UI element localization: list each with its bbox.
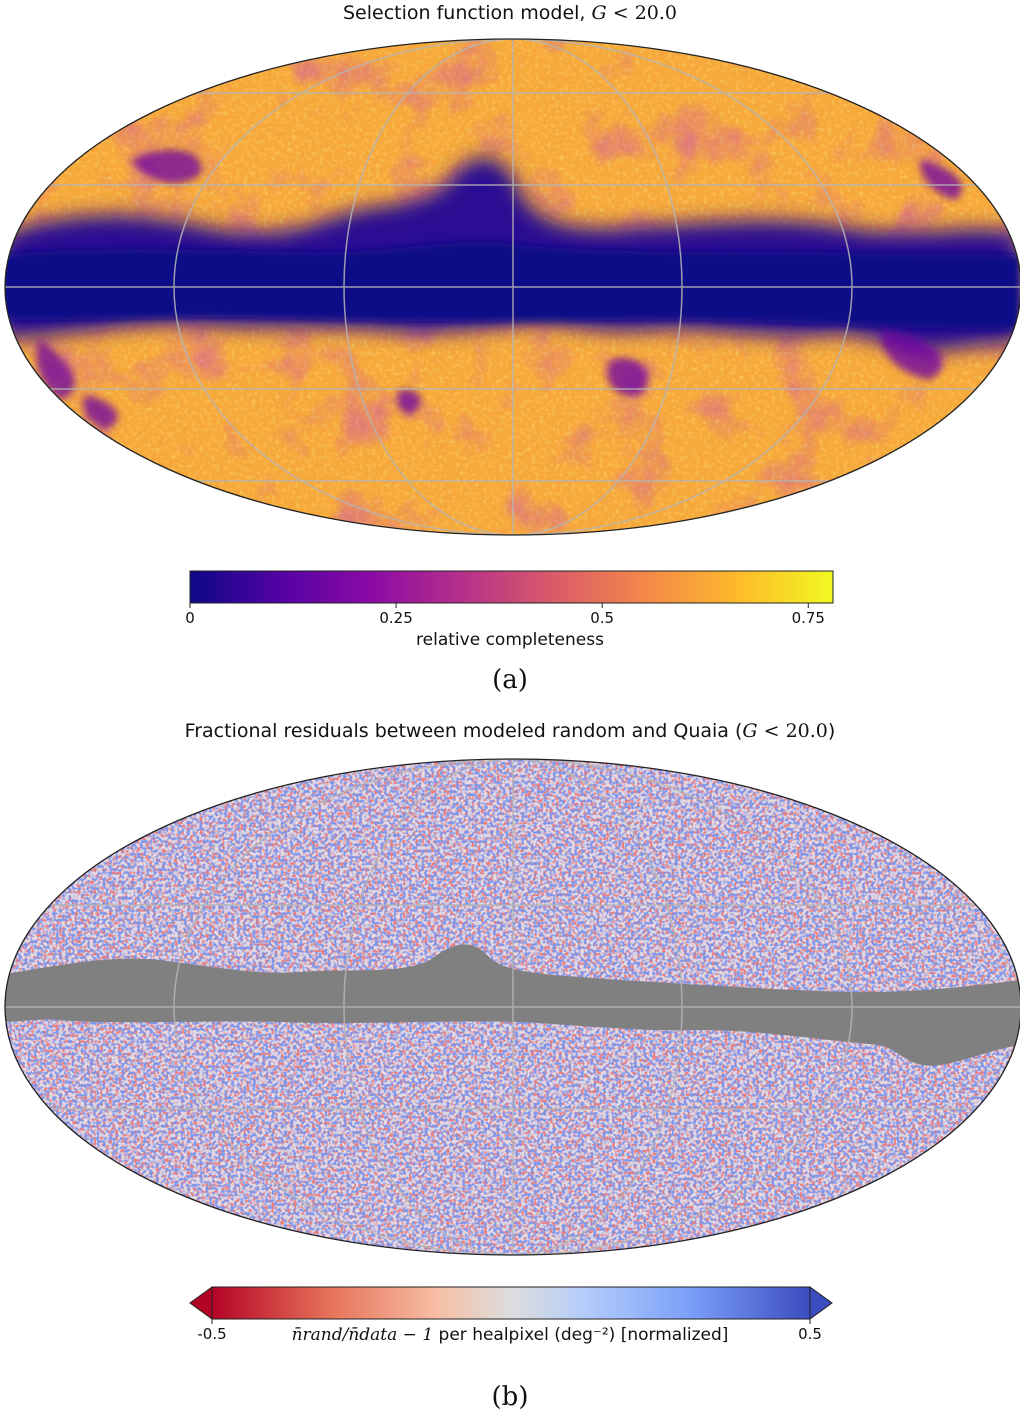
colorbar-a-tick-label: 0 [185,609,195,627]
panel-b-title: Fractional residuals between modeled ran… [184,720,836,742]
colorbar-a-gradient [189,570,834,604]
colorbar-b-tick-label: -0.5 [197,1325,227,1343]
panel-a-title: Selection function model, G < 20.0 [343,2,677,24]
colorbar-a-tick-label: 0.25 [379,609,413,627]
colorbar-a-tick-label: 0.75 [791,609,825,627]
colorbar-b-gradient [212,1287,810,1319]
panel-a-colorbar [189,570,834,608]
panel-b-label: (b) [491,1382,529,1412]
colorbar-a-label: relative completeness [416,630,604,650]
panel-b-map [4,758,1020,1256]
panel-a-label: (a) [492,665,528,695]
colorbar-b-extend-high [809,1286,833,1320]
colorbar-b-tick-label: 0.5 [798,1325,822,1343]
panel-a-map [4,38,1020,536]
colorbar-a-tick-label: 0.5 [590,609,615,627]
panel-b-colorbar [189,1286,833,1324]
colorbar-b-extend-low [189,1286,213,1320]
colorbar-b-label: n̄rand/n̄data − 1 per healpixel (deg⁻²) … [291,1325,729,1345]
